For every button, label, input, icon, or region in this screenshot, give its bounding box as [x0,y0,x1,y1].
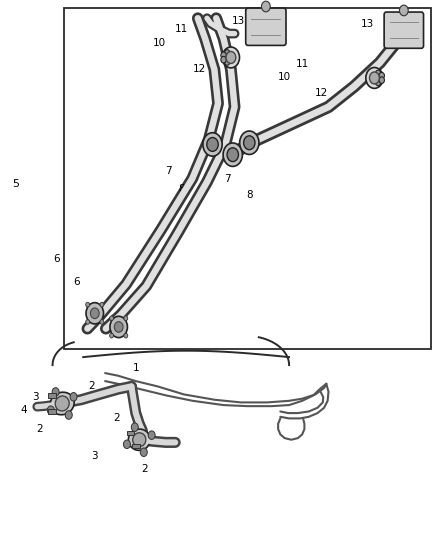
Bar [48,409,56,414]
FancyBboxPatch shape [246,8,286,45]
Circle shape [110,316,127,337]
FancyBboxPatch shape [384,12,424,49]
Circle shape [131,423,138,432]
Text: 4: 4 [21,406,28,415]
Text: 2: 2 [36,424,43,434]
Text: 2: 2 [88,382,95,391]
Text: 11: 11 [296,59,309,69]
Text: 4: 4 [132,403,139,413]
Circle shape [375,79,381,86]
Circle shape [86,320,90,324]
Text: 7: 7 [165,166,172,175]
Circle shape [366,68,383,88]
Text: 12: 12 [193,64,206,74]
Ellipse shape [128,429,150,450]
Circle shape [370,72,379,84]
Circle shape [399,5,408,16]
Text: 8: 8 [178,184,185,194]
Bar [64,8,431,349]
Text: 10: 10 [153,38,166,47]
Text: 3: 3 [32,392,39,402]
Text: 13: 13 [361,19,374,29]
Text: 2: 2 [113,414,120,423]
Circle shape [52,387,59,396]
Circle shape [223,143,242,166]
Ellipse shape [50,392,74,415]
Circle shape [375,70,381,77]
Text: 7: 7 [224,174,231,183]
Circle shape [124,316,128,321]
Circle shape [86,303,103,324]
Circle shape [124,333,128,338]
Bar [48,393,56,398]
Text: 12: 12 [315,88,328,98]
Circle shape [221,56,226,63]
Circle shape [261,1,270,12]
Text: 13: 13 [232,17,245,26]
Circle shape [227,148,238,161]
Circle shape [148,431,155,439]
Circle shape [86,302,90,307]
Circle shape [225,50,230,56]
Ellipse shape [55,396,69,411]
Circle shape [65,411,72,419]
Text: 11: 11 [175,25,188,34]
Circle shape [207,138,218,151]
Circle shape [100,302,104,307]
Circle shape [226,52,236,63]
Circle shape [114,321,123,332]
Text: 3: 3 [91,451,98,461]
Text: 10: 10 [278,72,291,82]
Text: 1: 1 [132,363,139,373]
Circle shape [379,77,385,84]
Text: 6: 6 [73,278,80,287]
Circle shape [70,392,77,401]
Circle shape [110,316,113,321]
Circle shape [240,131,259,155]
Circle shape [47,406,54,415]
Circle shape [100,320,104,324]
Circle shape [221,52,226,59]
Bar [132,444,140,448]
Circle shape [225,59,230,65]
Circle shape [244,136,255,150]
Text: 5: 5 [12,179,19,189]
Circle shape [379,72,385,79]
Bar [127,431,134,435]
Text: 2: 2 [141,464,148,474]
Circle shape [110,333,113,338]
Circle shape [90,308,99,319]
Ellipse shape [133,433,146,447]
Circle shape [140,448,147,456]
Circle shape [124,440,131,449]
Circle shape [203,133,222,156]
Text: 8: 8 [246,190,253,199]
Text: 6: 6 [53,254,60,263]
Circle shape [223,47,240,68]
